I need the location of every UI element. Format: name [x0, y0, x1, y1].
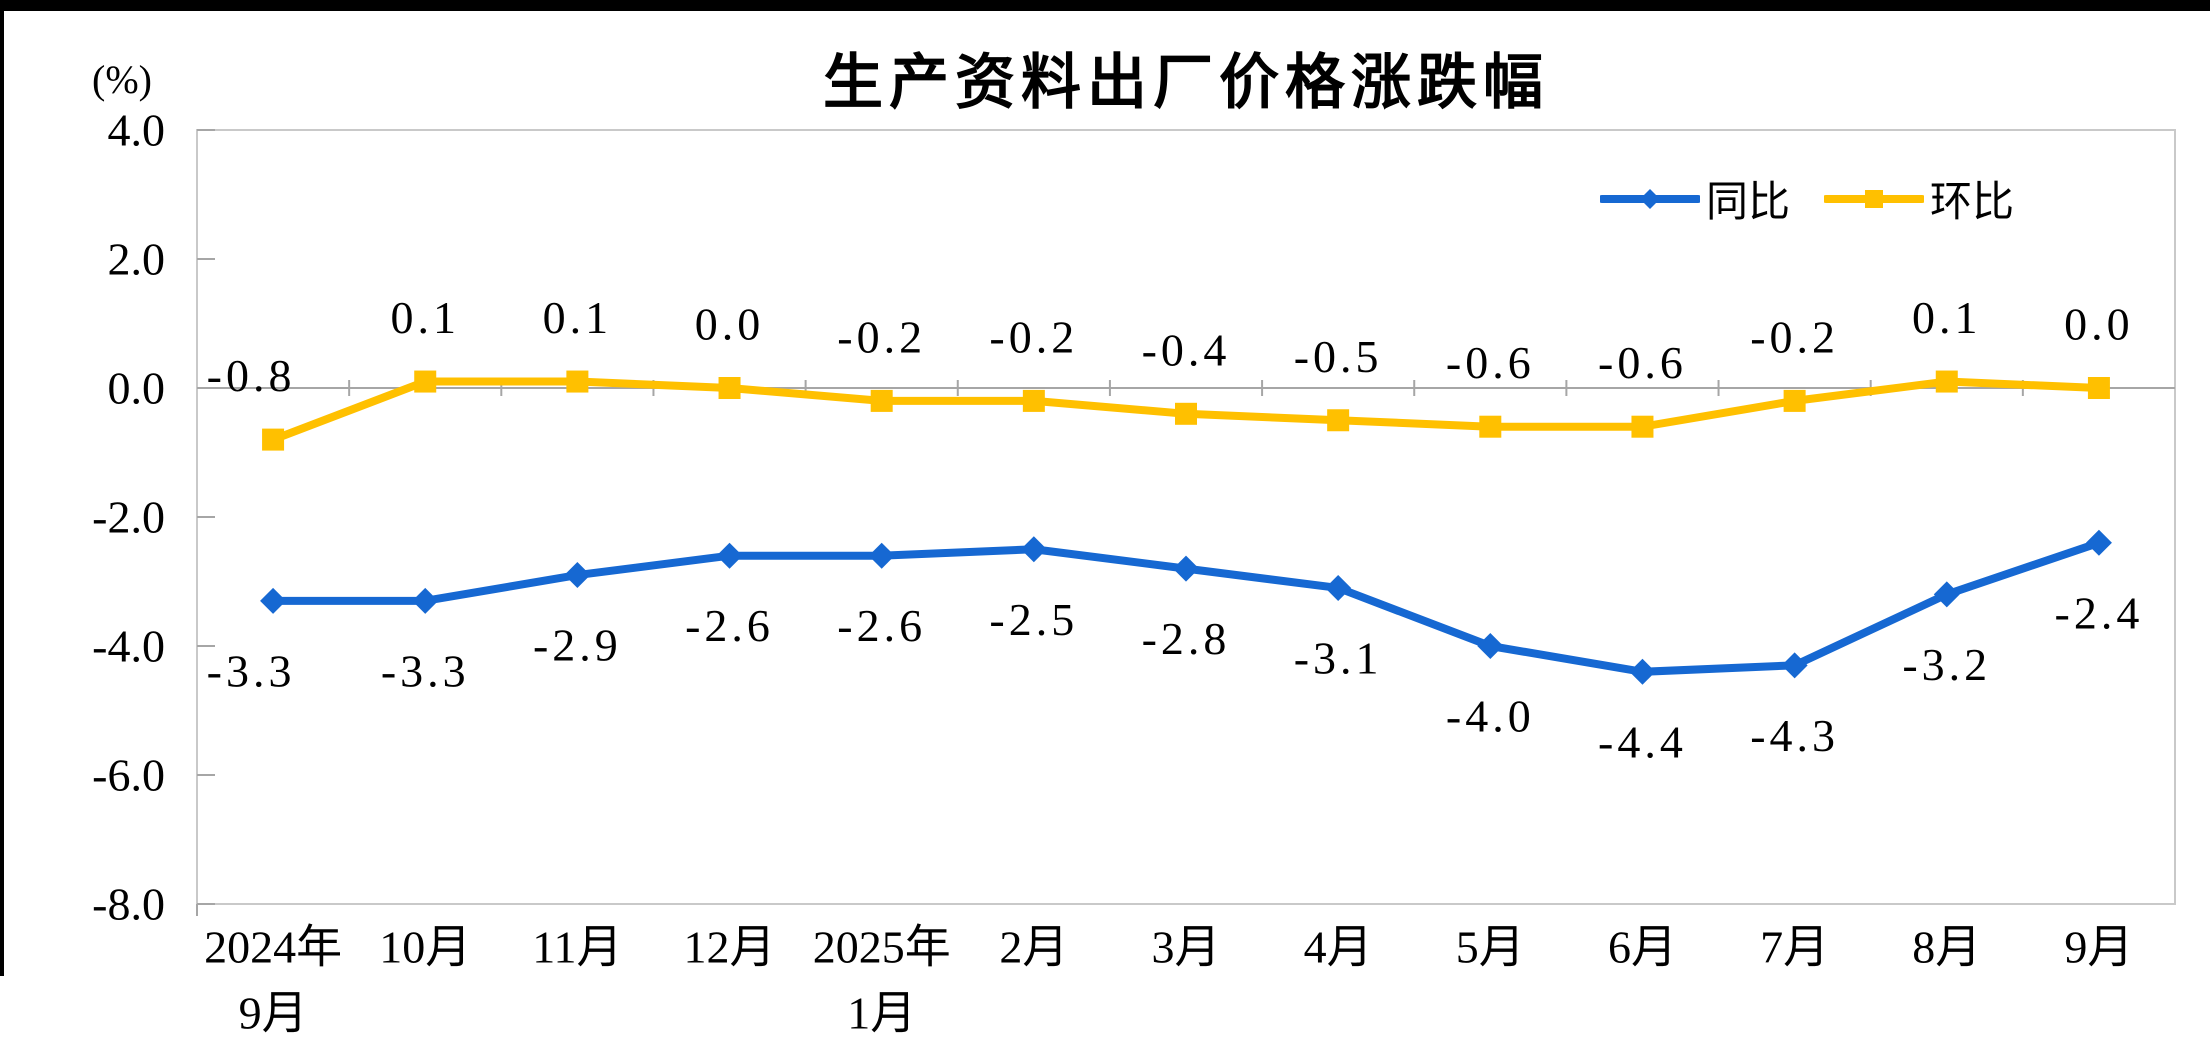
diamond-marker [1629, 658, 1656, 685]
x-tick-label: 9月 [239, 988, 308, 1039]
data-label: -2.4 [2055, 587, 2144, 638]
y-tick-label: -6.0 [92, 750, 165, 801]
square-marker [1783, 389, 1806, 412]
legend-label-yoy: 同比 [1706, 180, 1791, 226]
x-tick-label: 4月 [1304, 922, 1373, 973]
legend-diamond [1640, 188, 1660, 209]
legend-item-mom: 环比 [1824, 168, 2014, 229]
diamond-marker [1781, 652, 1808, 679]
x-tick-label: 5月 [1456, 922, 1525, 973]
y-tick-label: 4.0 [108, 105, 166, 156]
plot-border [196, 129, 2176, 905]
legend-label-mom: 环比 [1930, 180, 2015, 226]
data-label: 0.1 [1912, 292, 1982, 343]
x-tick-label: 2025年 [813, 922, 951, 973]
square-marker [870, 389, 893, 412]
mom-line-square-icon [1824, 189, 1925, 208]
diamond-marker [868, 542, 895, 569]
chart-title: 生产资料出厂价格涨跌幅 [823, 49, 1549, 116]
window-left-edge [0, 0, 4, 976]
x-tick-label: 12月 [684, 922, 776, 973]
y-tick-label: -4.0 [92, 621, 165, 672]
y-tick-label: 2.0 [108, 234, 166, 285]
square-marker [2087, 377, 2110, 399]
x-tick-label: 2月 [999, 922, 1068, 973]
x-tick-label: 2024年 [204, 922, 342, 973]
square-marker [1479, 415, 1502, 438]
x-tick-label: 3月 [1152, 922, 1221, 973]
y-tick-label: 0.0 [108, 363, 166, 414]
data-label: -0.8 [207, 350, 296, 401]
data-label: -3.3 [207, 645, 296, 696]
data-label: -0.2 [1750, 311, 1839, 362]
diamond-marker [1933, 581, 1960, 608]
x-tick-label: 10月 [379, 922, 471, 973]
y-axis: 4.0 2.0 0.0 -2.0 -4.0 -6.0 -8.0 [92, 105, 215, 930]
x-tick-label: 7月 [1760, 922, 1829, 973]
data-label: -3.3 [381, 645, 470, 696]
data-label: 0.1 [390, 292, 460, 343]
square-marker [262, 428, 285, 451]
diamond-marker [1325, 574, 1352, 601]
legend-square [1865, 189, 1884, 208]
square-marker [1022, 389, 1045, 412]
diamond-marker [1477, 633, 1504, 659]
data-label: -0.6 [1598, 337, 1687, 388]
x-tick-label: 1月 [847, 988, 916, 1039]
data-label: -2.5 [989, 594, 1078, 645]
y-tick-label: -8.0 [92, 879, 165, 930]
data-label: -2.6 [837, 600, 926, 651]
y-tick-label: -2.0 [92, 492, 165, 543]
y-axis-unit-label: (%) [92, 57, 152, 102]
legend-item-yoy: 同比 [1600, 168, 1790, 229]
x-tick-label: 6月 [1608, 922, 1677, 973]
data-label: -2.9 [533, 620, 622, 671]
diamond-marker [412, 587, 439, 614]
window-top-edge [0, 0, 2210, 11]
data-label: -4.4 [1598, 716, 1687, 767]
data-label: -0.2 [837, 311, 926, 362]
diamond-marker [564, 562, 591, 589]
square-marker [718, 377, 741, 399]
square-marker [1175, 402, 1197, 425]
square-marker [1631, 415, 1654, 438]
data-label: -2.6 [685, 600, 774, 651]
diamond-marker [2085, 529, 2112, 556]
square-marker [1935, 370, 1958, 393]
x-tick-label: 8月 [1912, 922, 1981, 973]
x-tick-label: 9月 [2064, 922, 2133, 973]
data-label: 0.0 [695, 299, 765, 350]
data-label: -4.0 [1446, 691, 1535, 742]
x-tick-label: 11月 [532, 922, 622, 973]
data-label: -0.4 [1142, 324, 1231, 375]
diamond-marker [1173, 555, 1199, 582]
data-label: -0.2 [989, 311, 1078, 362]
x-axis-labels: 2024年 9月 10月 11月 12月 2025年 1月 2月 3月 4月 5月 6月 7月 8月 9月 [204, 922, 2133, 1039]
data-label: -3.2 [1902, 639, 1991, 690]
yoy-line-diamond-icon [1600, 188, 1700, 209]
diamond-marker [716, 542, 743, 569]
data-label: -0.6 [1446, 337, 1535, 388]
data-label: -0.5 [1294, 331, 1383, 382]
diamond-marker [260, 587, 287, 614]
diamond-marker [1020, 536, 1047, 563]
square-marker [566, 370, 589, 393]
square-marker [1327, 409, 1350, 432]
chart-legend: 同比 环比 [1600, 168, 2014, 229]
series-mom: -0.8 0.1 0.1 0.0 -0.2 -0.2 -0.4 -0.5 -0.6 -0.6 -0.… [207, 292, 2134, 451]
data-label: -3.1 [1294, 632, 1383, 683]
data-label: 0.1 [543, 292, 613, 343]
data-label: -2.8 [1142, 613, 1231, 664]
data-label: -4.3 [1750, 710, 1839, 761]
series-yoy: -3.3 -3.3 -2.9 -2.6 -2.6 -2.5 -2.8 -3.1 -4.0 -4.4… [207, 529, 2144, 767]
square-marker [414, 370, 437, 393]
data-label: 0.0 [2064, 299, 2134, 350]
